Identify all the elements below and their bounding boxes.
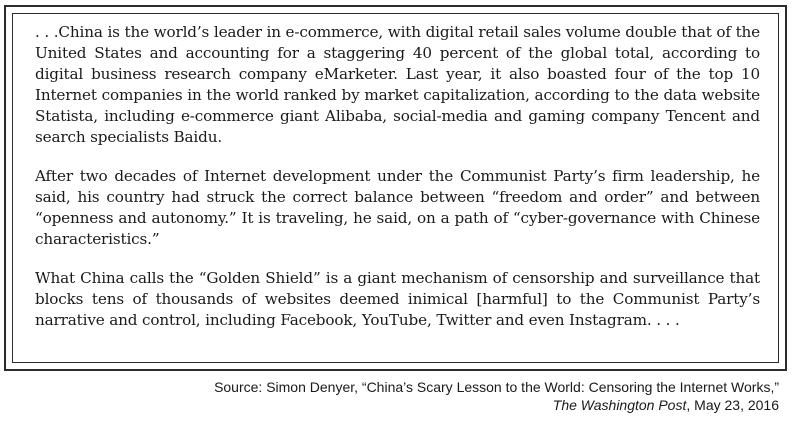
source-line-1: Source: Simon Denyer, “China’s Scary Les…: [214, 379, 779, 395]
source-citation: Source: Simon Denyer, “China’s Scary Les…: [19, 378, 779, 414]
source-date: , May 23, 2016: [686, 397, 779, 413]
excerpt-paragraph-2: After two decades of Internet developmen…: [35, 167, 760, 248]
excerpt-box-outer-border: . . .China is the world’s leader in e-co…: [4, 5, 787, 371]
excerpt-paragraph-1: . . .China is the world’s leader in e-co…: [35, 23, 760, 146]
source-publication: The Washington Post: [552, 397, 687, 413]
excerpt-box: . . .China is the world’s leader in e-co…: [12, 13, 779, 363]
source-line-2: The Washington Post, May 23, 2016: [19, 396, 779, 414]
excerpt-paragraph-3: What China calls the “Golden Shield” is …: [35, 269, 760, 329]
